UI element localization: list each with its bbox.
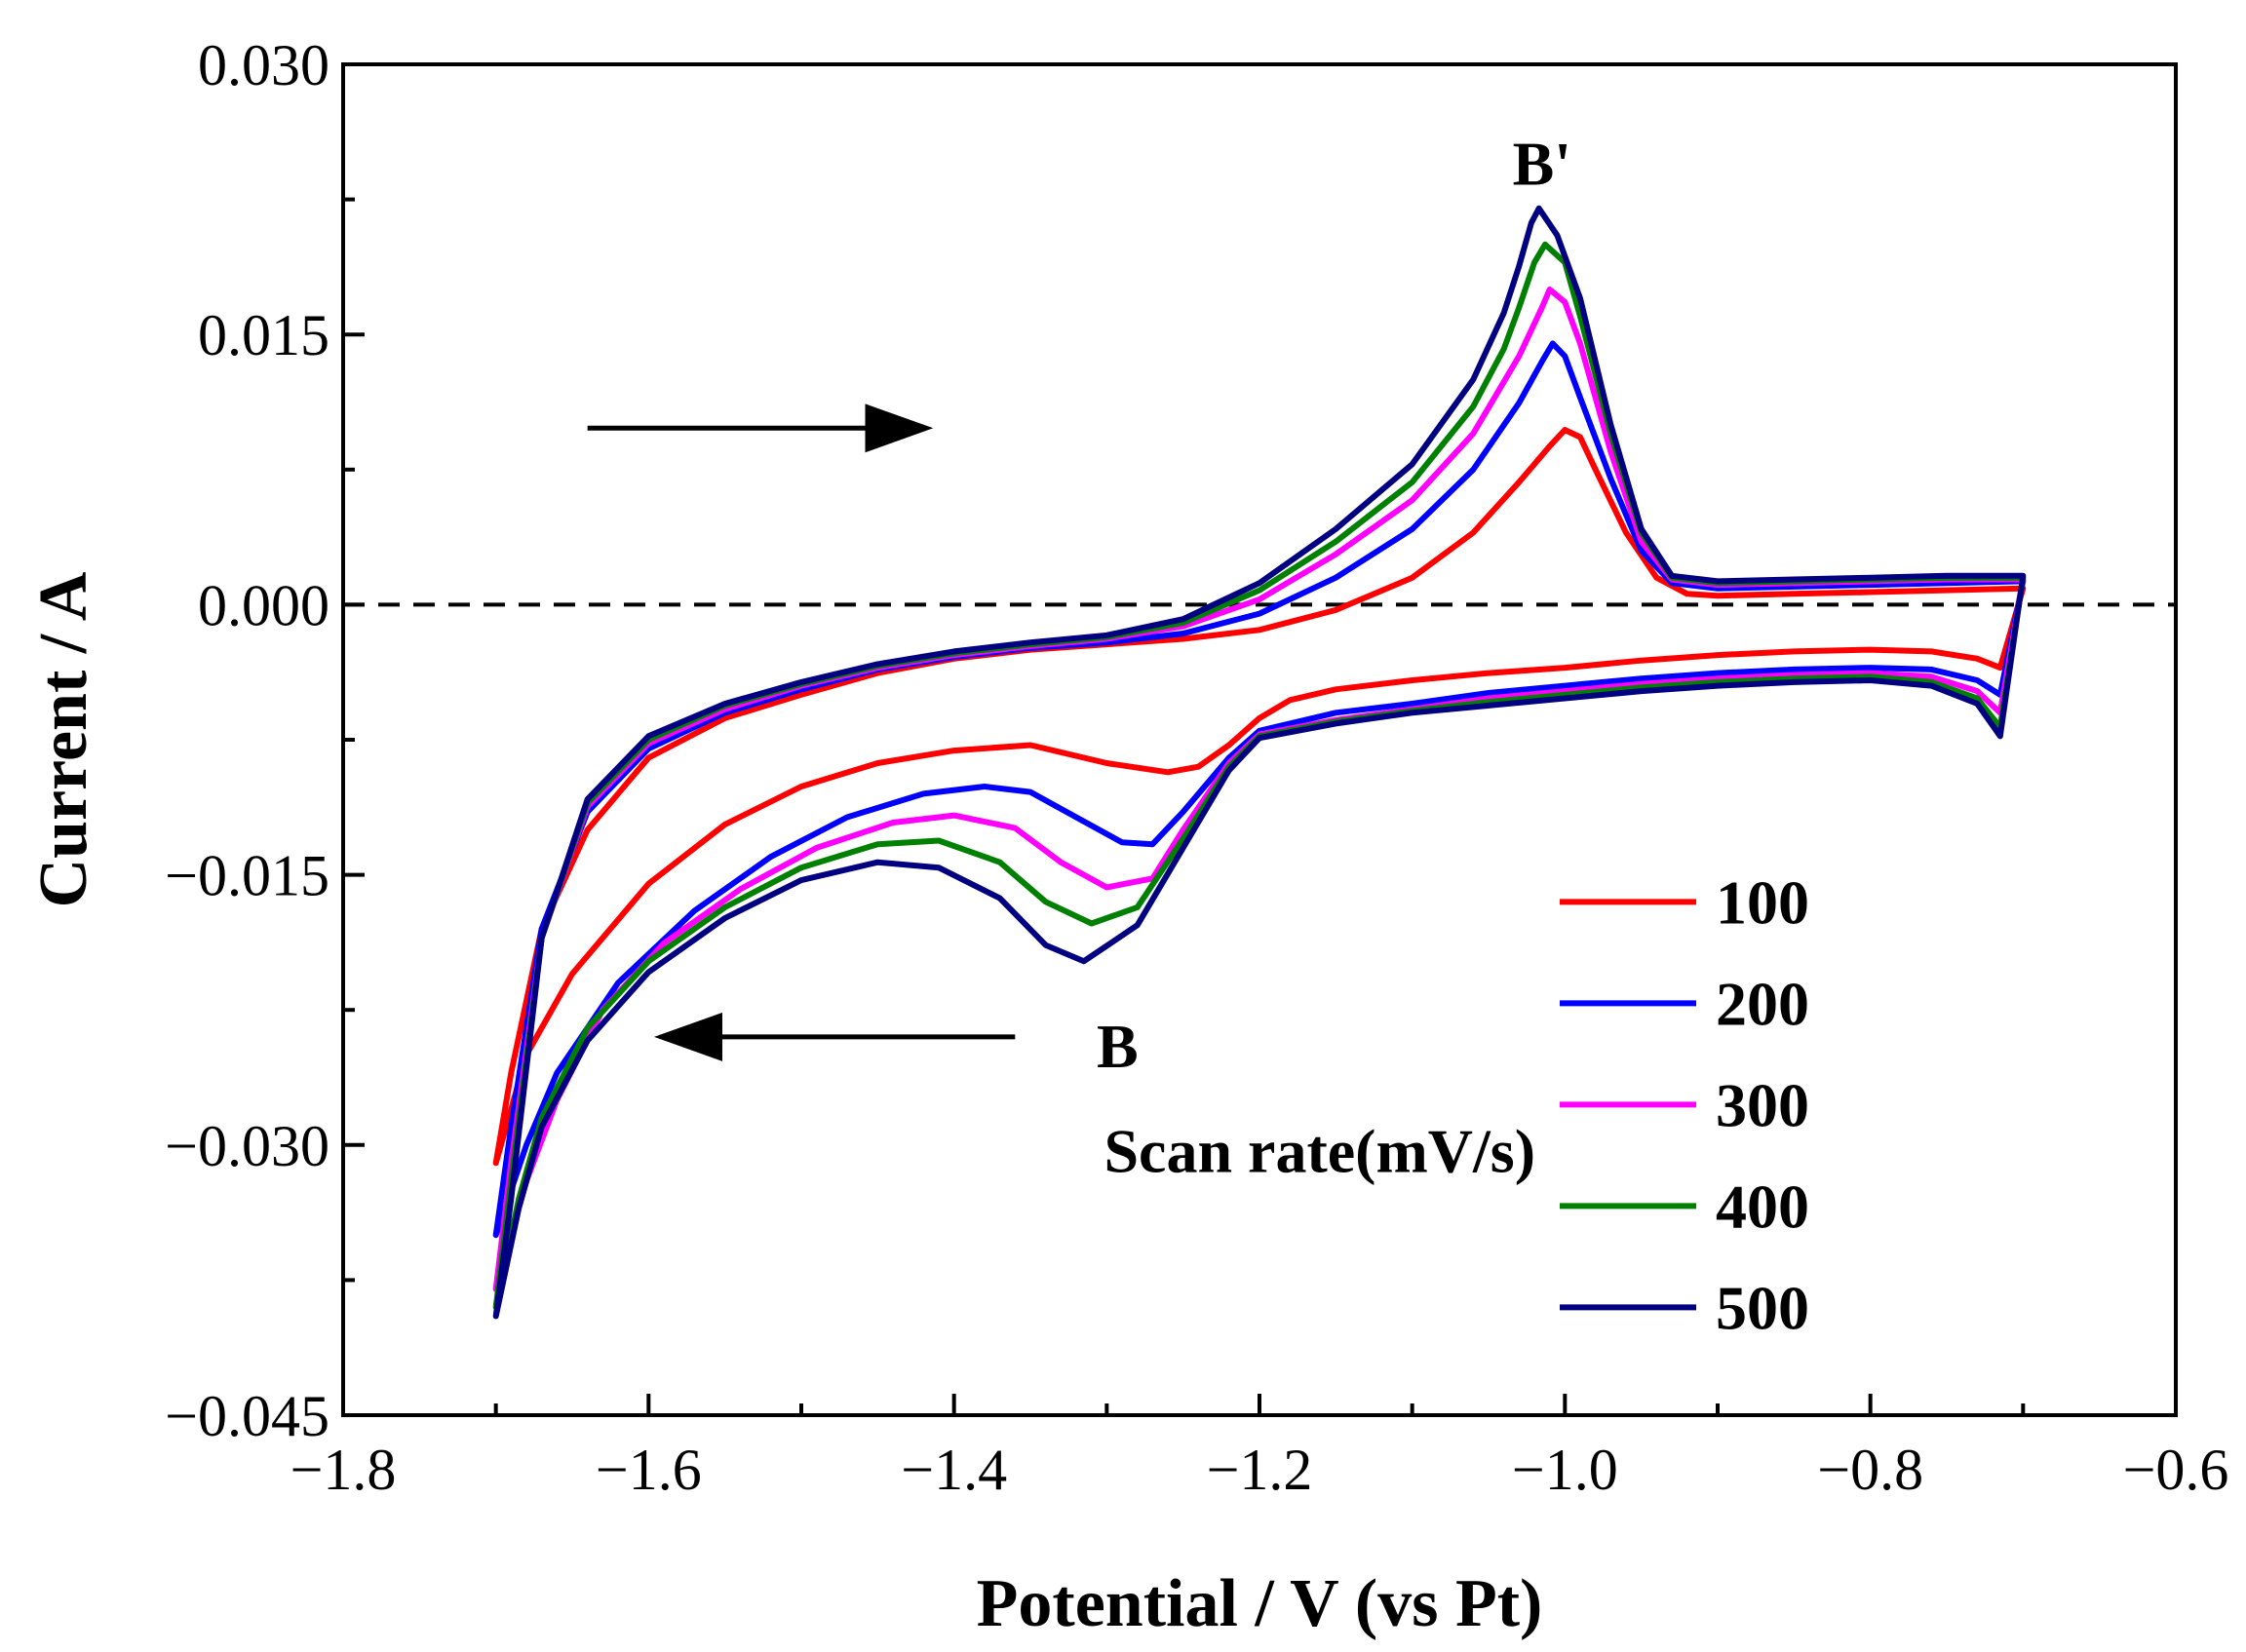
- y-tick-label: 0.030: [198, 33, 329, 97]
- x-tick-label: −1.4: [901, 1438, 1007, 1502]
- y-tick-label: −0.015: [165, 844, 329, 908]
- legend-label-100: 100: [1716, 867, 1809, 937]
- y-axis-title: Current / A: [26, 571, 101, 907]
- axes-layer: −1.8 −1.6 −1.4 −1.2 −1.0 −0.8 −0.6 0.030 0.015 0.…: [26, 33, 2228, 1641]
- peak-label-b-prime: B': [1513, 130, 1571, 199]
- legend-title: Scan rate(mV/s): [1104, 1116, 1535, 1185]
- legend-label-300: 300: [1716, 1070, 1809, 1139]
- y-tick-label: −0.030: [165, 1114, 329, 1178]
- annotations-layer: B' B: [587, 130, 1571, 1081]
- peak-label-b: B: [1097, 1012, 1139, 1081]
- x-tick-label: −1.0: [1512, 1438, 1618, 1502]
- legend-label-200: 200: [1716, 969, 1809, 1038]
- series-500-curve: [492, 205, 2027, 1320]
- legend-label-500: 500: [1716, 1273, 1809, 1342]
- y-tick-label: 0.000: [198, 573, 329, 637]
- x-tick-label: −0.8: [1817, 1438, 1923, 1502]
- legend: 100 200 300 400 500 Scan rate(mV/s): [1104, 867, 1809, 1342]
- y-tick-label: −0.045: [165, 1384, 329, 1448]
- x-tick-label: −1.6: [596, 1438, 702, 1502]
- x-tick-label: −0.6: [2123, 1438, 2229, 1502]
- legend-label-400: 400: [1716, 1172, 1809, 1241]
- curves-layer: [343, 205, 2176, 1320]
- x-axis-title: Potential / V (vs Pt): [977, 1566, 1543, 1641]
- y-tick-label: 0.015: [198, 303, 329, 367]
- x-tick-label: −1.8: [290, 1438, 397, 1502]
- x-tick-label: −1.2: [1207, 1438, 1313, 1502]
